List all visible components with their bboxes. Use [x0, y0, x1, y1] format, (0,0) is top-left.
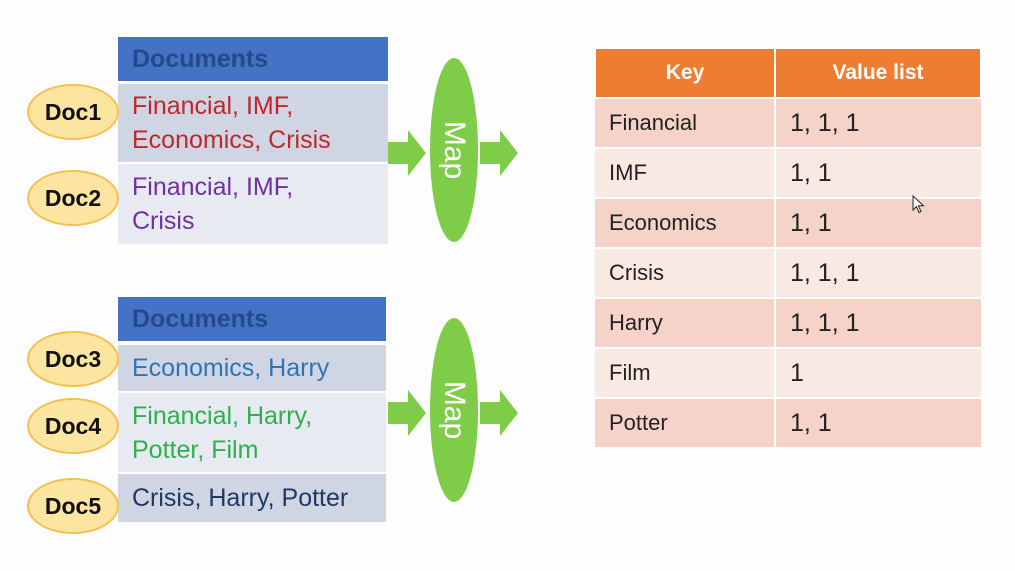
arrow-into-map-2 — [388, 390, 426, 436]
doc4-label: Doc4 — [27, 398, 119, 454]
table-row: IMF 1, 1 — [595, 147, 981, 199]
table-row: Economics 1, 1 — [595, 197, 981, 249]
key-column-header: Key — [594, 47, 776, 99]
key-cell: Harry — [595, 297, 776, 349]
key-cell: Financial — [595, 97, 776, 149]
table-row: Film 1 — [595, 347, 981, 399]
doc4-terms-line-1: Financial, Harry, — [132, 401, 313, 430]
map-step-2: Map — [430, 318, 478, 502]
arrow-out-map-1 — [480, 130, 518, 176]
map-label-2: Map — [438, 380, 472, 440]
mouse-pointer-icon — [912, 195, 925, 214]
value-cell: 1, 1, 1 — [775, 247, 981, 299]
value-cell: 1, 1, 1 — [775, 97, 981, 149]
table-row: Harry 1, 1, 1 — [595, 297, 981, 349]
doc4-terms: Financial, Harry, Potter, Film — [118, 393, 386, 472]
doc1-label: Doc1 — [27, 84, 119, 140]
doc1-terms-line-1: Financial, IMF, — [132, 92, 294, 120]
documents-header-1: Documents — [118, 37, 388, 81]
table-row: Crisis 1, 1, 1 — [595, 247, 981, 299]
value-cell: 1, 1 — [775, 397, 981, 449]
doc5-label: Doc5 — [27, 478, 119, 534]
doc2-terms-line-2: Crisis — [132, 207, 195, 235]
table-header-row: Key Value list — [594, 47, 982, 99]
key-cell: Crisis — [595, 247, 776, 299]
key-cell: IMF — [595, 147, 776, 199]
doc2-label: Doc2 — [27, 170, 119, 226]
doc2-terms: Financial, IMF, Crisis — [118, 164, 388, 244]
table-row: Potter 1, 1 — [595, 397, 981, 449]
table-row: Financial 1, 1, 1 — [595, 97, 981, 149]
map-label-1: Map — [438, 120, 472, 180]
key-cell: Film — [595, 347, 776, 399]
doc5-terms-line-1: Crisis, Harry, Potter — [132, 484, 349, 512]
value-cell: 1, 1 — [775, 197, 981, 249]
doc2-terms-line-1: Financial, IMF, — [132, 173, 294, 201]
value-column-header: Value list — [774, 47, 982, 99]
doc1-terms-line-2: Economics, Crisis — [132, 126, 331, 154]
doc5-terms: Crisis, Harry, Potter — [118, 474, 386, 522]
doc1-terms: Financial, IMF, Economics, Crisis — [118, 84, 388, 162]
doc3-label: Doc3 — [27, 331, 119, 387]
value-cell: 1, 1 — [775, 147, 981, 199]
doc4-terms-line-2: Potter, Film — [132, 435, 259, 464]
arrow-out-map-2 — [480, 390, 518, 436]
key-cell: Economics — [595, 197, 776, 249]
map-step-1: Map — [430, 58, 478, 242]
doc3-terms: Economics, Harry — [118, 345, 386, 391]
documents-header-2: Documents — [118, 297, 386, 341]
value-cell: 1 — [775, 347, 981, 399]
doc3-terms-line-1: Economics, Harry — [132, 354, 330, 382]
key-cell: Potter — [595, 397, 776, 449]
value-cell: 1, 1, 1 — [775, 297, 981, 349]
arrow-into-map-1 — [388, 130, 426, 176]
key-value-table: Key Value list Financial 1, 1, 1 IMF 1, … — [594, 47, 982, 449]
